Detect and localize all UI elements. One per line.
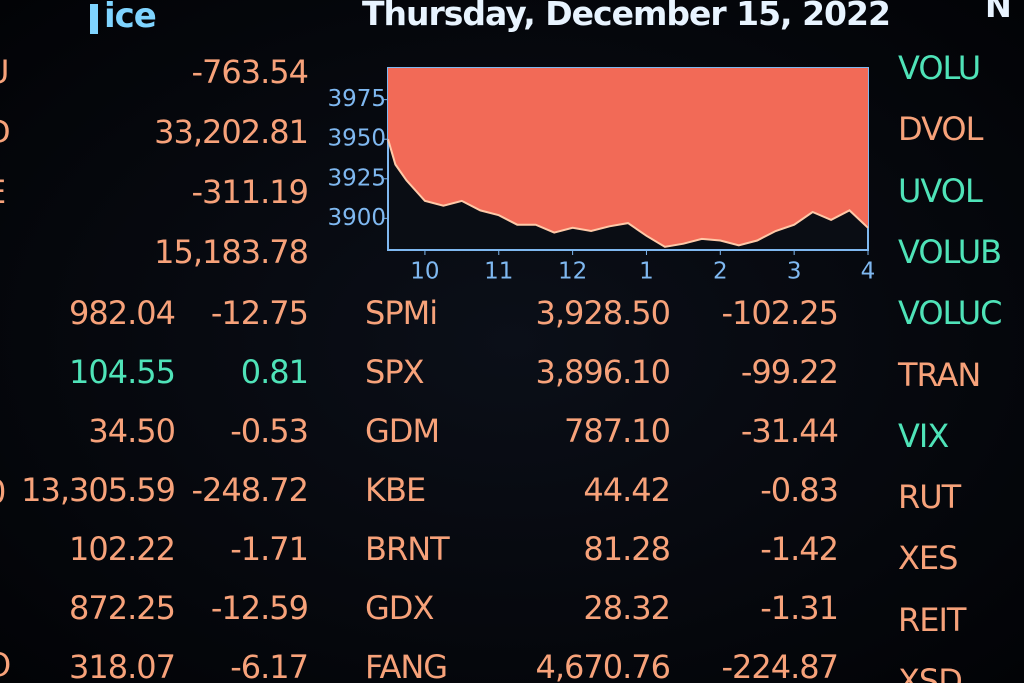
logo: ice xyxy=(104,0,157,36)
net: -99.22 xyxy=(740,353,839,391)
net: -1.31 xyxy=(760,589,839,627)
edge-text: D xyxy=(0,112,11,152)
index-name: XSD xyxy=(898,662,963,683)
symbol: BRNT xyxy=(365,530,450,568)
index-value: 15,183.78 xyxy=(154,233,309,271)
price: 787.10 xyxy=(564,412,671,450)
last: 13,305.59 xyxy=(21,471,176,509)
index-name: DVOL xyxy=(898,110,983,149)
index-name: VIX xyxy=(898,416,949,455)
index-value: -763.54 xyxy=(191,53,309,91)
last: 104.55 xyxy=(69,353,176,391)
index-name: VOLUB xyxy=(898,232,1002,271)
change: -248.72 xyxy=(191,471,309,509)
symbol: FANG xyxy=(365,648,448,683)
change: -12.75 xyxy=(210,294,309,332)
symbol: SPMi xyxy=(365,294,438,332)
index-name: XES xyxy=(898,539,958,578)
y-tick-label: 3975 xyxy=(327,86,386,112)
index-name: VOLU xyxy=(898,49,981,87)
last: 982.04 xyxy=(69,294,176,332)
symbol: KBE xyxy=(365,471,426,509)
net: -0.83 xyxy=(760,471,839,509)
index-name: REIT xyxy=(898,600,966,639)
last: 318.07 xyxy=(69,648,176,683)
price: 3,928.50 xyxy=(535,294,671,332)
corner-text: N xyxy=(985,0,1012,25)
index-name: VOLUC xyxy=(898,294,1003,333)
x-tick-label: 1 xyxy=(639,259,654,285)
price: 3,896.10 xyxy=(535,353,671,391)
net: -31.44 xyxy=(740,412,839,450)
x-tick-label: 4 xyxy=(861,259,876,285)
date: Thursday, December 15, 2022 xyxy=(362,0,891,33)
index-value: -311.19 xyxy=(191,173,309,211)
logo-bar xyxy=(90,4,98,34)
y-tick-label: 3950 xyxy=(327,126,386,152)
symbol: GDX xyxy=(365,589,434,627)
net: -224.87 xyxy=(721,648,839,683)
edge-text: U xyxy=(0,52,9,92)
change: -6.17 xyxy=(230,648,309,683)
area-fill xyxy=(388,68,868,247)
price: 28.32 xyxy=(583,589,671,627)
price: 4,670.76 xyxy=(535,648,671,683)
last: 872.25 xyxy=(69,589,176,627)
edge-text: O xyxy=(0,645,11,683)
change: -12.59 xyxy=(210,589,309,627)
change: 0.81 xyxy=(240,353,309,391)
x-tick-label: 3 xyxy=(787,259,802,285)
change: -0.53 xyxy=(230,412,309,450)
index-name: UVOL xyxy=(898,171,983,210)
index-value: 33,202.81 xyxy=(154,113,309,151)
price: 81.28 xyxy=(583,530,671,568)
symbol: GDM xyxy=(365,412,440,450)
edge-text: 0 xyxy=(0,472,6,512)
edge-text: E xyxy=(0,172,6,212)
symbol: SPX xyxy=(365,353,425,391)
x-tick-label: 12 xyxy=(558,259,587,285)
x-tick-label: 11 xyxy=(484,259,513,285)
index-name: TRAN xyxy=(898,355,981,394)
net: -102.25 xyxy=(721,294,839,332)
last: 102.22 xyxy=(69,530,176,568)
x-tick-label: 2 xyxy=(713,259,728,285)
y-tick-label: 3925 xyxy=(327,165,386,191)
x-tick-label: 10 xyxy=(410,259,439,285)
y-tick-label: 3900 xyxy=(327,205,386,231)
index-name: RUT xyxy=(898,478,961,517)
price: 44.42 xyxy=(583,471,671,509)
last: 34.50 xyxy=(88,412,176,450)
change: -1.71 xyxy=(230,530,309,568)
area-line xyxy=(387,138,869,248)
net: -1.42 xyxy=(760,530,839,568)
